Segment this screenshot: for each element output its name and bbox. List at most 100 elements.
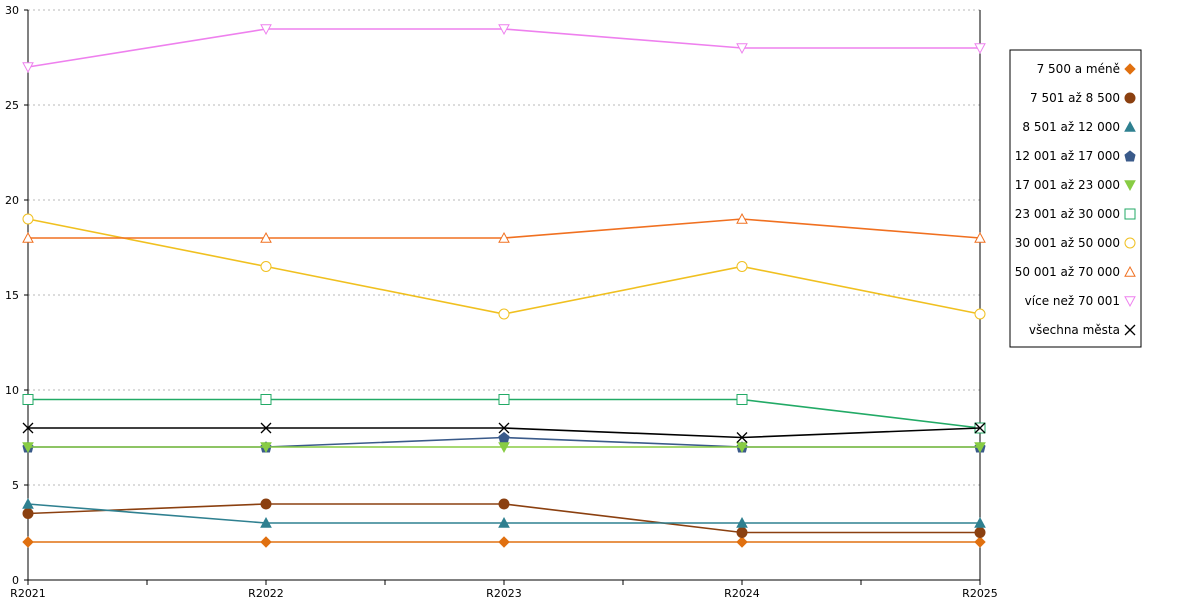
y-tick-label: 15 [5,289,19,302]
series-4 [22,442,986,454]
data-point [260,261,272,272]
legend-marker [1124,180,1136,192]
legend-item: 12 001 až 17 000 [1015,149,1136,163]
data-point [260,516,272,528]
data-point [498,422,510,434]
legend: 7 500 a méně 7 501 až 8 500 8 501 až 12 00… [1009,49,1142,348]
axis-layer: 0 5 10 15 20 25 30 R2021 R2022 R2023 R2024 R2025 [5,4,998,600]
series-1 [22,498,986,538]
data-point [498,24,510,36]
legend-box [1009,49,1142,348]
data-point [498,431,510,443]
data-point [974,422,986,434]
data-point [736,43,748,55]
data-point [498,536,510,548]
data-point [736,394,748,405]
data-point [498,308,510,320]
data-point [736,527,748,538]
legend-item: 50 001 až 70 000 [1015,265,1136,279]
data-point [22,442,34,454]
legend-item: 8 501 až 12 000 [1022,120,1136,134]
legend-label: 50 001 až 70 000 [1015,265,1120,279]
legend-marker [1124,324,1136,336]
series-layer [22,24,986,548]
legend-label: 23 001 až 30 000 [1015,207,1120,221]
legend-item: 7 501 až 8 500 [1030,91,1136,105]
y-tick-label: 10 [5,384,19,397]
data-point [974,231,986,243]
y-tick-label: 20 [5,194,19,207]
data-point [22,231,34,243]
legend-item: všechna města [1029,323,1136,337]
series-7 [22,212,986,243]
data-point [22,508,34,519]
data-point [498,516,510,528]
data-point [736,261,748,272]
data-point [260,536,272,548]
legend-item: více než 70 001 [1025,294,1136,308]
legend-label: 12 001 až 17 000 [1015,149,1120,163]
data-point [974,442,986,454]
data-point [498,394,510,405]
legend-label: všechna města [1029,323,1120,337]
legend-label: více než 70 001 [1025,294,1120,308]
y-tick-label: 30 [5,4,19,17]
legend-marker [1124,63,1136,75]
legend-item: 7 500 a méně [1037,62,1136,76]
data-point [974,536,986,548]
legend-marker [1124,296,1136,308]
data-point [22,394,34,405]
series-8 [22,24,986,74]
data-point [260,422,272,434]
data-point [736,516,748,528]
series-9 [22,422,986,443]
legend-marker [1124,208,1136,220]
data-point [22,497,34,509]
legend-marker [1124,265,1136,277]
data-point [974,308,986,320]
x-tick-label: R2023 [486,587,522,600]
legend-label: 30 001 až 50 000 [1015,236,1120,250]
x-tick-label: R2021 [10,587,46,600]
x-tick-label: R2022 [248,587,284,600]
data-point [974,43,986,55]
legend-label: 7 500 a méně [1037,62,1120,76]
data-point [974,516,986,528]
data-point [736,212,748,224]
data-point [498,231,510,243]
data-point [260,394,272,405]
data-point [260,24,272,36]
data-point [736,442,748,454]
y-tick-label: 25 [5,99,19,112]
legend-marker [1124,92,1136,104]
legend-item: 17 001 až 23 000 [1015,178,1136,192]
legend-marker [1124,120,1136,132]
legend-label: 17 001 až 23 000 [1015,178,1120,192]
legend-item: 30 001 až 50 000 [1015,236,1136,250]
data-point [22,213,34,225]
legend-item: 23 001 až 30 000 [1015,207,1136,221]
legend-label: 7 501 až 8 500 [1030,91,1120,105]
grid-layer [28,9,980,486]
series-6 [22,213,986,320]
series-2 [22,497,986,528]
legend-label: 8 501 až 12 000 [1022,120,1120,134]
data-point [22,422,34,434]
data-point [974,527,986,538]
data-point [22,536,34,548]
legend-marker [1124,150,1136,162]
y-tick-label: 5 [12,479,19,492]
x-tick-label: R2025 [962,587,998,600]
data-point [498,442,510,454]
x-tick-label: R2024 [724,587,760,600]
data-point [736,432,748,443]
data-point [260,442,272,454]
data-point [22,62,34,74]
data-point [260,498,272,510]
series-0 [22,536,986,548]
y-tick-label: 0 [12,574,19,587]
data-point [260,231,272,243]
legend-marker [1124,237,1136,249]
